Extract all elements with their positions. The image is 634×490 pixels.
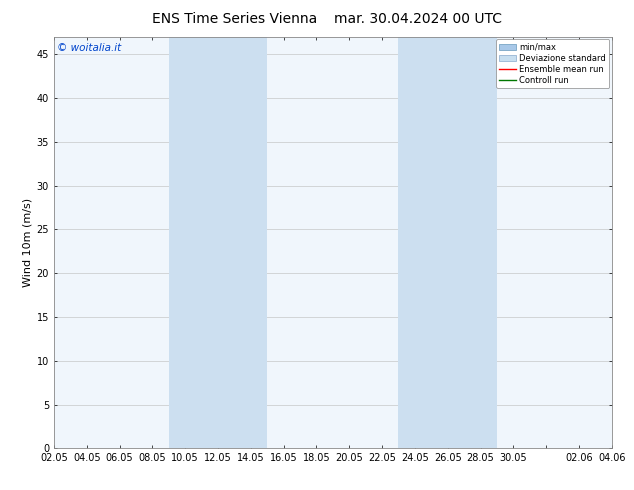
Bar [612,37,634,448]
Bar [399,37,497,448]
Text: ENS Time Series Vienna: ENS Time Series Vienna [152,12,317,26]
Legend: min/max, Deviazione standard, Ensemble mean run, Controll run: min/max, Deviazione standard, Ensemble m… [496,39,609,88]
Text: © woitalia.it: © woitalia.it [56,43,121,53]
Text: mar. 30.04.2024 00 UTC: mar. 30.04.2024 00 UTC [335,12,502,26]
Y-axis label: Wind 10m (m/s): Wind 10m (m/s) [22,198,32,287]
Bar [169,37,267,448]
